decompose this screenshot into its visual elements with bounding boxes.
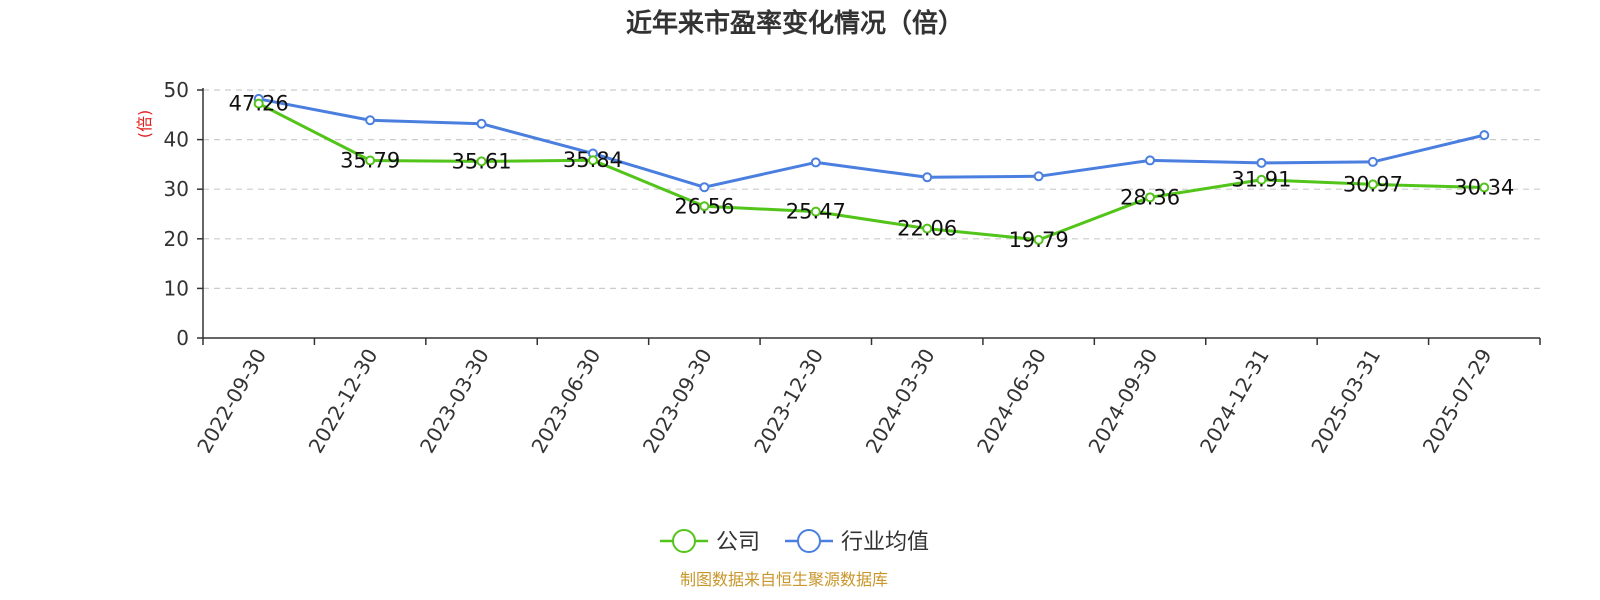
- series-0-point-8: [1145, 192, 1156, 203]
- data-label-5: 25.47: [786, 200, 846, 224]
- series-0-point-5: [810, 206, 821, 217]
- x-tick-label-2: 2023-03-30: [415, 344, 494, 457]
- legend-industry-marker: [797, 529, 821, 553]
- data-label-11: 30.34: [1454, 176, 1514, 200]
- y-tick-label-30: 30: [164, 177, 189, 201]
- data-label-9: 31.91: [1231, 168, 1291, 192]
- x-tick-label-3: 2023-06-30: [526, 345, 605, 458]
- x-tick-label-1: 2022-12-30: [304, 345, 383, 458]
- x-tick-label-7: 2024-06-30: [972, 345, 1051, 458]
- legend-item-company[interactable]: 公司: [660, 529, 760, 555]
- series-0-point-9: [1256, 174, 1267, 185]
- series-0-point-10: [1367, 179, 1378, 190]
- series-1-point-10: [1367, 156, 1378, 167]
- y-tick-label-10: 10: [164, 276, 189, 300]
- legend-industry-label: 行业均值: [841, 530, 929, 555]
- data-label-7: 19.79: [1009, 228, 1069, 252]
- series-0-point-3: [587, 155, 598, 166]
- data-labels: 47.26 35.79 35.61 35.84 26.56 25.47 22.06 19.79…: [229, 92, 1515, 252]
- x-tick-label-4: 2023-09-30: [638, 345, 717, 458]
- legend-company-label: 公司: [716, 530, 760, 555]
- data-label-0: 47.26: [229, 92, 289, 116]
- legend-item-industry-avg[interactable]: 行业均值: [785, 529, 929, 555]
- series-0-point-4: [699, 201, 710, 212]
- data-label-4: 26.56: [674, 194, 734, 218]
- axes: 0 10 20 30 40 50 2022-09-30 2022-12-30 2023-03-3…: [164, 78, 1541, 458]
- x-tick-label-10: 2025-03-31: [1306, 345, 1385, 458]
- x-tick-label-6: 2024-03-30: [861, 344, 940, 457]
- data-label-1: 35.79: [340, 148, 400, 172]
- series-1-point-9: [1256, 157, 1267, 168]
- data-label-10: 30.97: [1343, 172, 1403, 196]
- x-tick-label-0: 2022-09-30: [192, 345, 271, 458]
- series-1-point-8: [1145, 155, 1156, 166]
- x-tick-label-9: 2024-12-31: [1195, 345, 1274, 458]
- series-1-point-5: [810, 157, 821, 168]
- x-tick-label-5: 2023-12-30: [749, 345, 828, 458]
- y-tick-label-0: 0: [176, 326, 189, 350]
- series-0-point-0: [253, 98, 264, 109]
- x-tick-label-11: 2025-07-29: [1418, 345, 1497, 458]
- y-tick-label-20: 20: [164, 227, 189, 251]
- series-0-point-2: [476, 156, 487, 167]
- series-line-1: [258, 97, 1485, 189]
- legend-company-marker: [672, 529, 696, 553]
- series-1-point-2: [476, 118, 487, 129]
- series-1-point-1: [365, 115, 376, 126]
- series-1-point-6: [922, 172, 933, 183]
- chart-title: 近年来市盈率变化情况（倍）: [626, 8, 964, 39]
- grid-lines: [203, 89, 1540, 289]
- series-line-0: [258, 102, 1485, 242]
- x-tick-label-8: 2024-09-30: [1083, 345, 1162, 458]
- series-lines: [253, 93, 1490, 245]
- legend[interactable]: 公司 行业均值: [660, 529, 929, 555]
- y-axis-label: (倍): [135, 110, 154, 139]
- data-label-8: 28.36: [1120, 185, 1180, 209]
- series-1-point-11: [1479, 130, 1490, 141]
- series-1-point-4: [699, 182, 710, 193]
- data-source-note: 制图数据来自恒生聚源数据库: [680, 570, 888, 589]
- data-label-2: 35.61: [451, 149, 511, 173]
- y-tick-label-40: 40: [164, 128, 189, 152]
- data-label-3: 35.84: [563, 148, 623, 172]
- series-0-point-7: [1033, 234, 1044, 245]
- series-0-point-11: [1479, 182, 1490, 193]
- series-1-point-7: [1033, 171, 1044, 182]
- data-label-6: 22.06: [897, 217, 957, 241]
- y-tick-label-50: 50: [164, 78, 189, 102]
- series-0-point-1: [365, 155, 376, 166]
- series-0-point-6: [922, 223, 933, 234]
